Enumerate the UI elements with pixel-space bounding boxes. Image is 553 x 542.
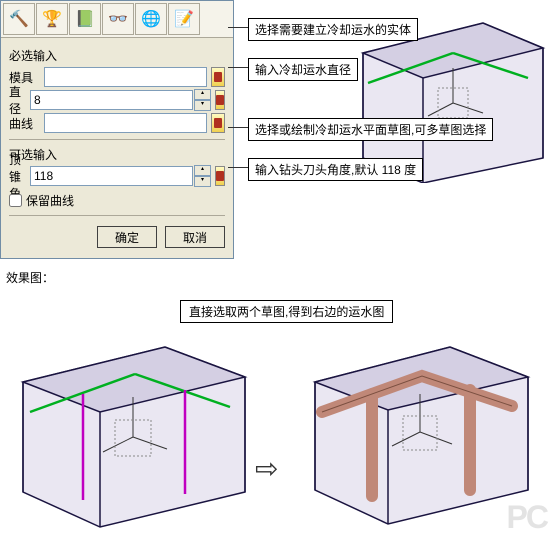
curve-label: 曲线 [9, 115, 44, 132]
keep-curve-checkbox[interactable] [9, 194, 22, 207]
curve-select-button[interactable] [211, 113, 225, 133]
tool-layers-icon[interactable]: 📗 [69, 3, 101, 35]
diameter-input[interactable] [30, 90, 193, 110]
curve-input[interactable] [44, 113, 207, 133]
callout-diameter: 输入冷却运水直径 [248, 58, 358, 81]
dialog-toolbar: 🔨 🏆 📗 👓 🌐 📝 [1, 1, 233, 38]
mold-select-button[interactable] [211, 67, 225, 87]
tool-note-icon[interactable]: 📝 [168, 3, 200, 35]
arrow-icon: ⇨ [255, 452, 278, 485]
cancel-button[interactable]: 取消 [165, 226, 225, 248]
required-group-label: 必选输入 [9, 47, 225, 64]
result-label: 效果图： [6, 269, 553, 286]
cooling-channel-dialog: 🔨 🏆 📗 👓 🌐 📝 必选输入 模具 直径 ▴ ▾ [0, 0, 234, 259]
cone-spin-down[interactable]: ▾ [194, 176, 211, 187]
tool-glasses-icon[interactable]: 👓 [102, 3, 134, 35]
tool-globe-icon[interactable]: 🌐 [135, 3, 167, 35]
diameter-select-button[interactable] [215, 90, 225, 110]
tool-trophy-icon[interactable]: 🏆 [36, 3, 68, 35]
mold-input[interactable] [44, 67, 207, 87]
diameter-label: 直径 [9, 83, 30, 117]
optional-group-label: 可选输入 [9, 146, 225, 163]
bottom-callout: 直接选取两个草图,得到右边的运水图 [180, 300, 393, 323]
cone-select-button[interactable] [215, 166, 225, 186]
result-viewport-left [5, 332, 255, 532]
callout-cone: 输入钻头刀头角度,默认 118 度 [248, 158, 423, 181]
tool-hammer-icon[interactable]: 🔨 [3, 3, 35, 35]
diameter-spin-up[interactable]: ▴ [194, 89, 211, 100]
diameter-spin-down[interactable]: ▾ [194, 100, 211, 111]
callout-mold: 选择需要建立冷却运水的实体 [248, 18, 418, 41]
callout-curve: 选择或绘制冷却运水平面草图,可多草图选择 [248, 118, 493, 141]
result-viewport-right [300, 332, 540, 532]
cone-angle-input[interactable] [30, 166, 193, 186]
ok-button[interactable]: 确定 [97, 226, 157, 248]
cone-spin-up[interactable]: ▴ [194, 165, 211, 176]
keep-curve-label: 保留曲线 [26, 192, 74, 209]
